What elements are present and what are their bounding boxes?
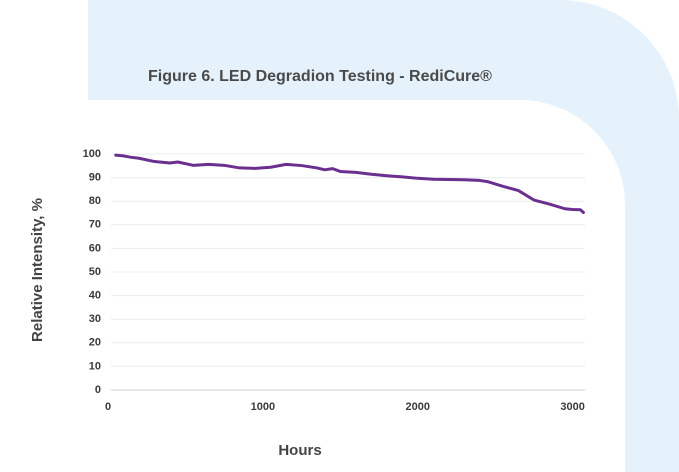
data-line [114,153,585,215]
y-axis-label: Relative Intensity, % [29,198,46,342]
y-tick-label: 70 [89,219,101,231]
y-tick-label: 10 [89,360,101,372]
x-tick-label: 3000 [560,401,584,413]
x-tick-label: 0 [105,401,111,413]
y-tick-label: 60 [89,242,101,254]
y-tick-label: 20 [89,337,101,349]
y-tick-label: 50 [89,266,101,278]
chart-title: Figure 6. LED Degradion Testing - RediCu… [148,68,492,85]
y-tick-label: 0 [95,384,101,396]
x-tick-label: 2000 [405,401,429,413]
y-tick-label: 80 [89,195,101,207]
y-tick-label: 90 [89,172,101,184]
y-tick-label: 30 [89,313,101,325]
y-tick-label: 100 [83,148,101,160]
x-tick-label: 1000 [251,401,275,413]
chart-card [0,100,625,472]
y-tick-label: 40 [89,290,101,302]
x-axis-label: Hours [278,442,321,459]
